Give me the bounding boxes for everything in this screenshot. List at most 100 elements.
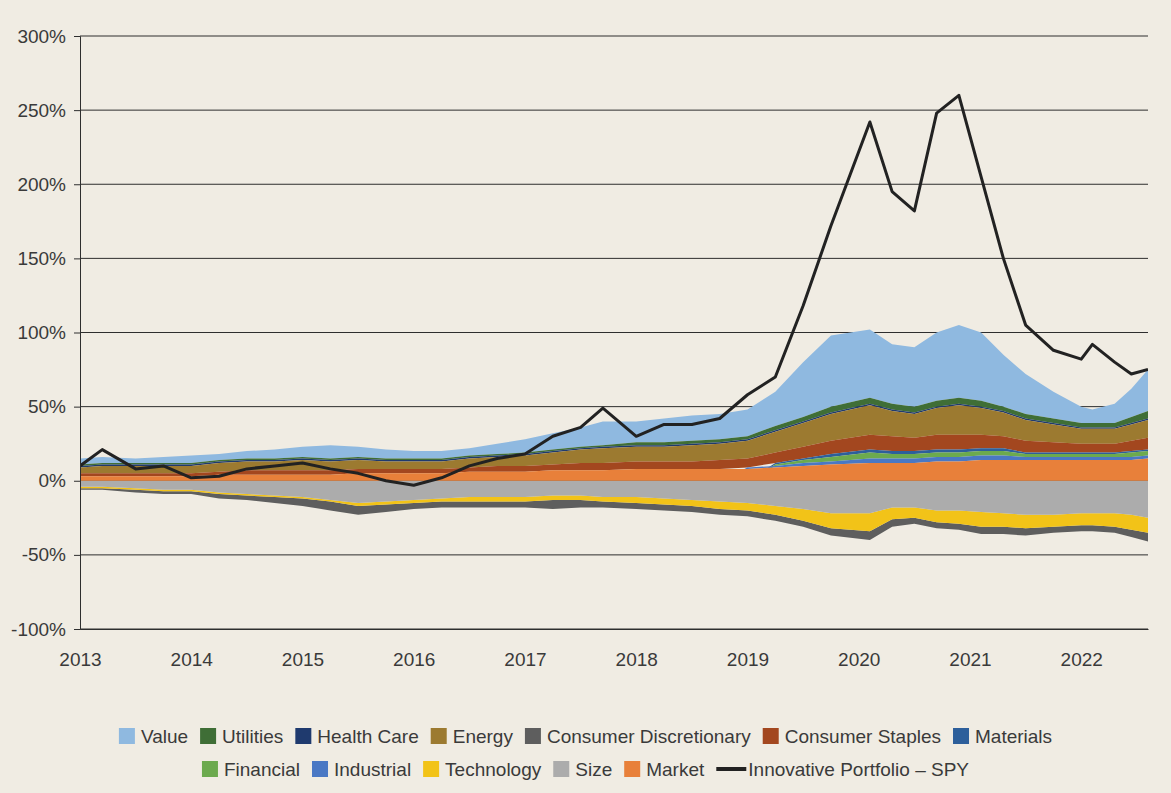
tick-mark [74,110,80,111]
line [80,95,1148,485]
tick-label: 2021 [949,649,991,670]
legend-item: Consumer Discretionary [525,726,751,747]
tick: 2021 [949,629,991,670]
grid-line [80,110,1148,111]
tick-label: 2013 [59,649,101,670]
tick-label: 0% [39,470,67,491]
tick-label: 2015 [282,649,324,670]
tick: -100% [11,619,80,640]
plot-area [80,95,1148,541]
axis-line [74,37,81,630]
legend-swatch [553,761,569,777]
legend-label: Consumer Staples [785,726,941,747]
legend-swatch [200,728,216,744]
background [0,0,1171,793]
tick: 2017 [504,629,546,670]
grid-line [80,554,1148,555]
tick: -50% [22,544,80,565]
legend-swatch [716,767,746,771]
legend-item: Size [553,759,612,780]
legend-swatch [763,728,779,744]
legend-swatch [525,728,541,744]
legend-item: Energy [431,726,514,747]
tick-mark [74,555,80,556]
legend-item: Consumer Staples [763,726,941,747]
area [80,456,1148,481]
tick-mark [74,36,80,37]
grid-line [80,184,1148,185]
legend-item: Health Care [295,726,418,747]
legend-label: Innovative Portfolio – SPY [748,759,969,780]
legend-swatch [295,728,311,744]
tick-label: 250% [17,100,66,121]
legend-label: Materials [975,726,1052,747]
legend-label: Technology [445,759,542,780]
tick-label: 200% [17,174,66,195]
legend-item: Market [624,759,705,780]
legend-label: Size [575,759,612,780]
tick-label: 2019 [727,649,769,670]
legend: Value Utilities Health Care Energy Consumer … [119,726,1052,780]
area [80,481,1148,518]
tick-mark [74,407,80,408]
tick-label: -50% [22,544,66,565]
tick: 2022 [1061,629,1103,670]
tick: 200% [17,174,80,195]
tick: 2016 [393,629,435,670]
legend-item: Value [119,726,188,747]
chart: -100%-50%0%50%100%150%200%250%300%201320… [0,0,1171,793]
legend-label: Market [646,759,705,780]
tick-label: 300% [17,26,66,47]
legend-swatch [423,761,439,777]
tick-label: 2016 [393,649,435,670]
tick-label: 150% [17,248,66,269]
grid-line [80,36,1148,37]
legend-label: Industrial [334,759,411,780]
grid-line [80,629,1148,630]
legend-swatch [431,728,447,744]
tick: 0% [39,470,80,491]
legend-label: Health Care [317,726,418,747]
legend-item: Utilities [200,726,283,747]
y-axis: -100% -50% 0% 50% 100% 150% 200% 250% 300% [11,26,80,640]
legend-label: Utilities [222,726,283,747]
x-axis: 2013 2014 2015 2016 2017 2018 2019 2020 2021 2022 [59,629,1148,670]
tick-mark [74,481,80,482]
legend-swatch [312,761,328,777]
tick: 50% [28,396,80,417]
tick: 150% [17,248,80,269]
area [80,451,1148,481]
tick-mark [74,184,80,185]
legend-item: Financial [202,759,300,780]
legend-label: Financial [224,759,300,780]
tick-mark [74,629,80,630]
tick: 2015 [282,629,324,670]
legend-item: Innovative Portfolio – SPY [716,759,969,780]
tick-mark [74,258,80,259]
tick: 2014 [171,629,214,670]
legend-label: Energy [453,726,514,747]
tick: 2019 [727,629,769,670]
legend-swatch [119,728,135,744]
legend-swatch [202,761,218,777]
grid-line [80,332,1148,333]
grid-line [80,258,1148,259]
tick: 300% [17,26,80,47]
tick: 250% [17,100,80,121]
tick-label: 2020 [838,649,880,670]
tick-label: 2014 [171,649,214,670]
tick-label: 2018 [616,649,658,670]
area [80,448,1148,481]
tick: 2020 [838,629,880,670]
tick: 2018 [616,629,658,670]
tick: 100% [17,322,80,343]
legend-item: Materials [953,726,1052,747]
legend-label: Value [141,726,188,747]
tick-label: 2017 [504,649,546,670]
legend-swatch [624,761,640,777]
legend-swatch [953,728,969,744]
tick-label: 2022 [1061,649,1103,670]
tick-label: 100% [17,322,66,343]
tick-mark [74,333,80,334]
grid [80,36,1148,629]
